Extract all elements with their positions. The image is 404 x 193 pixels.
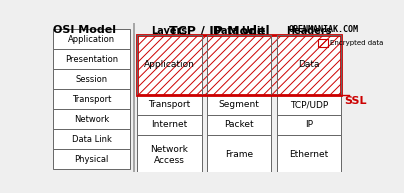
- Bar: [53, 49, 130, 69]
- Text: Transport: Transport: [72, 95, 111, 104]
- Text: IP: IP: [305, 120, 313, 129]
- Bar: [137, 35, 202, 95]
- Text: Headers: Headers: [286, 26, 332, 36]
- Bar: [277, 135, 341, 175]
- Text: Data Link: Data Link: [72, 135, 112, 144]
- Text: Network
Access: Network Access: [151, 145, 188, 164]
- Bar: [137, 115, 202, 135]
- Text: OSI Model: OSI Model: [53, 25, 116, 35]
- Text: Layers: Layers: [152, 26, 187, 36]
- Text: Application: Application: [68, 35, 115, 44]
- Text: Physical: Physical: [74, 155, 109, 164]
- Text: TCP / IP Model: TCP / IP Model: [169, 25, 270, 38]
- Text: SSL: SSL: [344, 96, 367, 106]
- Bar: [277, 115, 341, 135]
- Bar: [53, 69, 130, 89]
- Bar: [277, 35, 341, 95]
- Bar: [137, 35, 202, 95]
- Bar: [207, 35, 271, 95]
- Bar: [53, 89, 130, 109]
- Text: Application: Application: [144, 60, 195, 69]
- Text: OPENMANIAK.COM: OPENMANIAK.COM: [289, 25, 359, 34]
- Bar: [277, 95, 341, 115]
- Text: Ethernet: Ethernet: [289, 150, 328, 159]
- Bar: [207, 95, 271, 115]
- Text: Encrypted data: Encrypted data: [330, 40, 383, 46]
- Bar: [207, 135, 271, 175]
- Text: Data Unit: Data Unit: [213, 26, 265, 36]
- Bar: [53, 130, 130, 149]
- Bar: [53, 29, 130, 49]
- Bar: [53, 109, 130, 130]
- Bar: [207, 35, 271, 95]
- Bar: [53, 149, 130, 169]
- Bar: [137, 135, 202, 175]
- Text: Frame: Frame: [225, 150, 253, 159]
- Bar: [137, 35, 341, 95]
- Text: Session: Session: [76, 75, 107, 84]
- Text: Internet: Internet: [152, 120, 187, 129]
- Text: Packet: Packet: [224, 120, 254, 129]
- Text: Transport: Transport: [148, 100, 191, 109]
- Text: Network: Network: [74, 115, 109, 124]
- Bar: [318, 39, 328, 47]
- Text: TCP/UDP: TCP/UDP: [290, 100, 328, 109]
- Text: Presentation: Presentation: [65, 55, 118, 64]
- Text: Segment: Segment: [219, 100, 260, 109]
- Bar: [207, 115, 271, 135]
- Text: Data: Data: [298, 60, 320, 69]
- Bar: [137, 95, 202, 115]
- Bar: [277, 35, 341, 95]
